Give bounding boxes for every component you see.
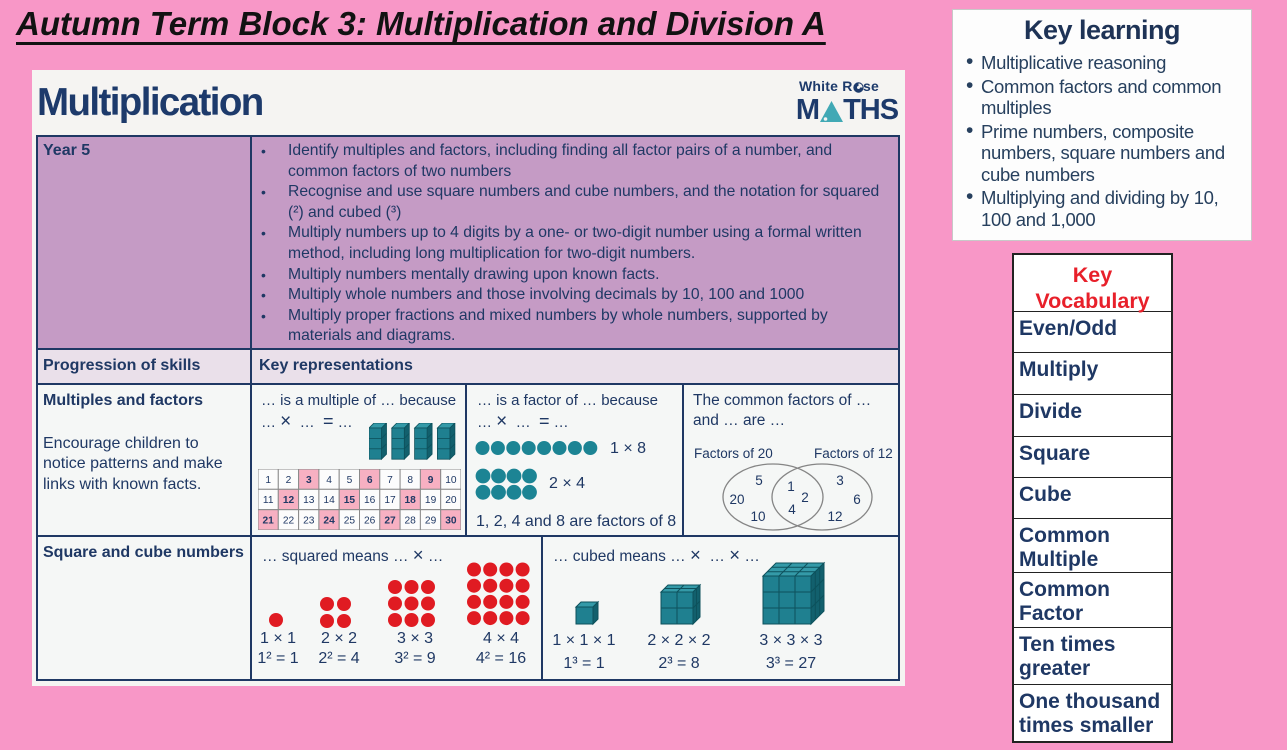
svg-text:14: 14	[323, 495, 335, 506]
svg-text:30: 30	[445, 516, 457, 527]
svg-text:1: 1	[787, 479, 795, 494]
svg-text:24: 24	[323, 516, 335, 527]
svg-text:21: 21	[263, 516, 275, 527]
svg-text:12: 12	[283, 495, 295, 506]
svg-text:18: 18	[405, 495, 417, 506]
svg-text:8: 8	[407, 475, 413, 486]
svg-text:9: 9	[428, 475, 434, 486]
svg-text:23: 23	[303, 516, 315, 527]
svg-text:20: 20	[445, 495, 457, 506]
svg-text:4: 4	[788, 502, 796, 517]
svg-text:27: 27	[384, 516, 396, 527]
svg-text:26: 26	[364, 516, 376, 527]
svg-text:11: 11	[263, 495, 274, 506]
svg-text:19: 19	[425, 495, 437, 506]
svg-text:12: 12	[827, 509, 842, 524]
svg-text:25: 25	[344, 516, 356, 527]
svg-text:17: 17	[384, 495, 396, 506]
svg-text:4: 4	[326, 475, 332, 486]
svg-text:20: 20	[729, 492, 744, 507]
svg-text:6: 6	[853, 492, 861, 507]
svg-text:3: 3	[306, 475, 312, 486]
svg-text:29: 29	[425, 516, 437, 527]
svg-text:2: 2	[801, 490, 809, 505]
svg-text:6: 6	[367, 475, 373, 486]
svg-text:28: 28	[405, 516, 417, 527]
svg-text:1: 1	[265, 475, 271, 486]
svg-text:5: 5	[347, 475, 353, 486]
svg-text:2: 2	[286, 475, 292, 486]
svg-text:13: 13	[303, 495, 315, 506]
svg-text:3: 3	[836, 473, 844, 488]
svg-text:16: 16	[364, 495, 376, 506]
svg-text:5: 5	[755, 473, 763, 488]
svg-text:10: 10	[750, 509, 765, 524]
svg-text:7: 7	[387, 475, 393, 486]
svg-text:22: 22	[283, 516, 295, 527]
svg-text:15: 15	[344, 495, 356, 506]
svg-text:10: 10	[445, 475, 457, 486]
